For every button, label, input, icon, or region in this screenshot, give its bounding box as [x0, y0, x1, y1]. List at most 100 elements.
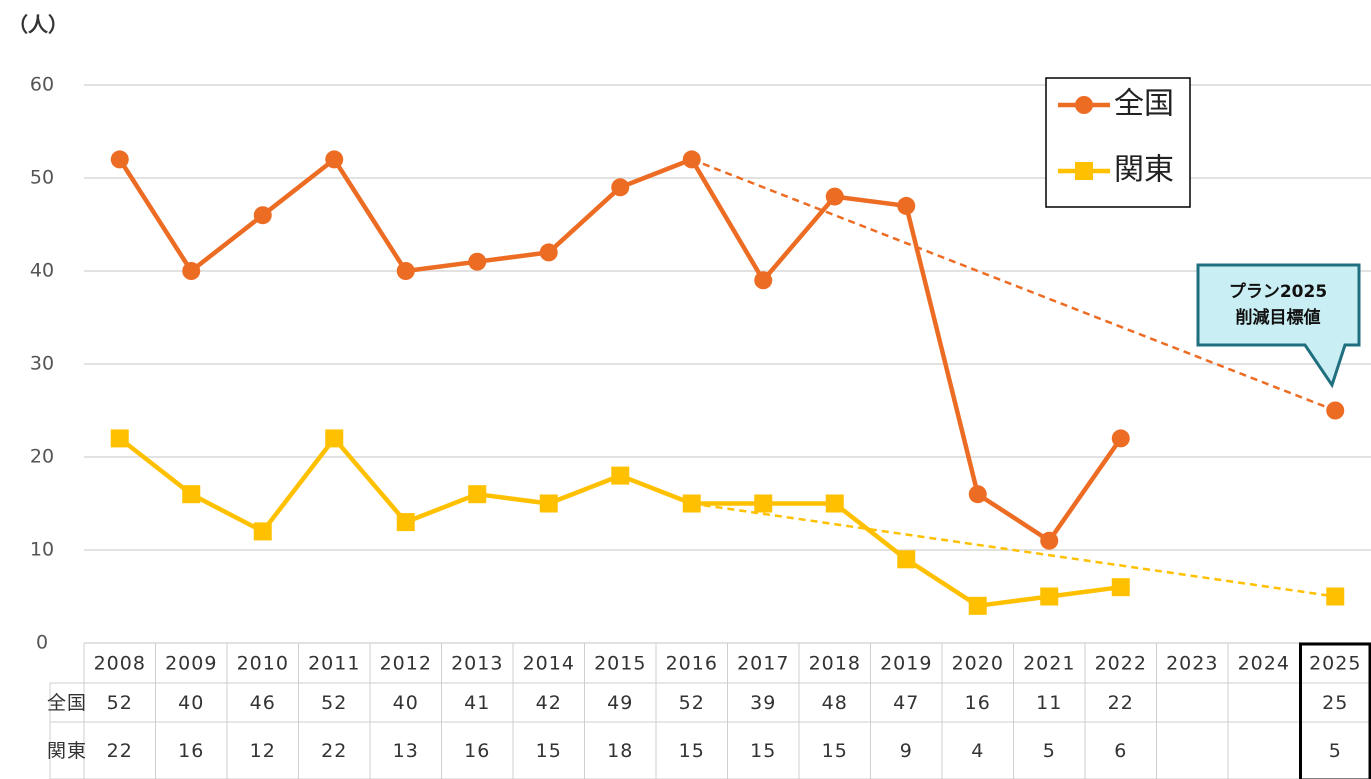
data-point: [968, 485, 987, 504]
x-tick-label: 2012: [380, 653, 432, 675]
callout: [1196, 263, 1361, 389]
table-value: 16: [178, 740, 204, 762]
table-value: 41: [464, 692, 490, 714]
row-label: 関東: [47, 740, 87, 762]
table-value: 39: [750, 692, 776, 714]
x-tick-label: 2016: [666, 653, 718, 675]
x-tick-label: 2018: [809, 653, 861, 675]
data-point: [1040, 531, 1059, 550]
x-tick-label: 2015: [594, 653, 646, 675]
table-value: 13: [393, 740, 419, 762]
data-point: [325, 429, 344, 448]
x-tick-label: 2025: [1309, 653, 1361, 675]
x-tick-label: 2023: [1166, 653, 1218, 675]
target-line: [691, 502, 1336, 598]
data-point: [182, 262, 201, 280]
table-value: 52: [107, 692, 133, 714]
x-tick-label: 2019: [880, 653, 932, 675]
legend-marker: [1075, 96, 1093, 114]
table-value: 22: [107, 740, 133, 762]
legend-label: 全国: [1114, 87, 1174, 122]
data-table: 2008 2009 2010 2011 2012 2013 2014 2015 2016 2017…: [47, 643, 1371, 779]
x-tick-label: 2021: [1023, 653, 1075, 675]
callout-text: プラン2025: [1229, 281, 1327, 302]
data-point: [1111, 578, 1130, 597]
y-tick-label: 20: [30, 446, 54, 468]
table-value: 40: [178, 692, 204, 714]
x-tick-label: 2020: [952, 653, 1004, 675]
table-value: 15: [822, 740, 848, 762]
data-point: [754, 494, 773, 513]
y-tick-label: 0: [36, 632, 48, 654]
table-value: 5: [1043, 740, 1056, 762]
x-tick-label: 2013: [451, 653, 503, 675]
data-point: [253, 206, 272, 225]
legend-label: 関東: [1114, 153, 1174, 188]
data-point: [1111, 429, 1130, 448]
table-value: 16: [464, 740, 490, 762]
series-line: [120, 438, 1336, 605]
data-point: [110, 150, 129, 169]
callout-text: 削減目標値: [1236, 307, 1321, 328]
data-point: [897, 550, 916, 569]
x-tick-label: 2024: [1238, 653, 1290, 675]
table-value: 5: [1329, 740, 1342, 762]
table-value: 42: [536, 692, 562, 714]
y-axis-label: （人）: [8, 13, 68, 37]
data-point: [253, 522, 272, 541]
x-tick-label: 2009: [165, 653, 217, 675]
table-value: 15: [679, 740, 705, 762]
x-tick-label: 2014: [523, 653, 575, 675]
table-value: 52: [321, 692, 347, 714]
table-value: 52: [679, 692, 705, 714]
data-point: [825, 187, 844, 206]
y-tick-label: 30: [30, 353, 54, 375]
legend-marker: [1075, 162, 1093, 180]
data-point: [396, 262, 415, 280]
x-tick-label: 2010: [237, 653, 289, 675]
x-tick-label: 2008: [94, 653, 146, 675]
data-point: [539, 494, 558, 513]
row-label: 全国: [47, 692, 87, 714]
table-value: 22: [321, 740, 347, 762]
data-point: [1040, 587, 1059, 606]
highlight-column: [1299, 642, 1371, 779]
table-value: 47: [893, 692, 919, 714]
table-value: 6: [1114, 740, 1127, 762]
data-point: [182, 485, 201, 504]
data-point: [468, 252, 487, 271]
data-point: [611, 178, 630, 197]
legend-box: [1045, 77, 1191, 208]
table-value: 12: [250, 740, 276, 762]
data-point: [110, 429, 129, 448]
table-value: 46: [250, 692, 276, 714]
data-point: [468, 485, 487, 504]
data-point: [1326, 587, 1345, 606]
table-value: 16: [965, 692, 991, 714]
data-point: [897, 196, 916, 215]
table-value: 18: [607, 740, 633, 762]
table-value: 25: [1322, 692, 1348, 714]
data-point: [1326, 401, 1345, 420]
data-point: [396, 513, 415, 532]
data-point: [682, 150, 701, 169]
x-tick-label: 2011: [308, 653, 360, 675]
data-point: [611, 466, 630, 485]
y-tick-label: 50: [30, 167, 54, 189]
table-value: 4: [971, 740, 984, 762]
y-tick-label: 40: [30, 260, 54, 282]
x-tick-label: 2017: [737, 653, 789, 675]
data-point: [682, 494, 701, 513]
table-value: 49: [607, 692, 633, 714]
y-tick-label: 60: [30, 74, 54, 96]
data-point: [825, 494, 844, 513]
table-value: 9: [900, 740, 913, 762]
y-tick-label: 10: [30, 539, 54, 561]
data-point: [325, 150, 344, 169]
table-value: 48: [822, 692, 848, 714]
table-value: 40: [393, 692, 419, 714]
table-value: 11: [1036, 692, 1062, 714]
table-value: 15: [750, 740, 776, 762]
table-value: 22: [1108, 692, 1134, 714]
